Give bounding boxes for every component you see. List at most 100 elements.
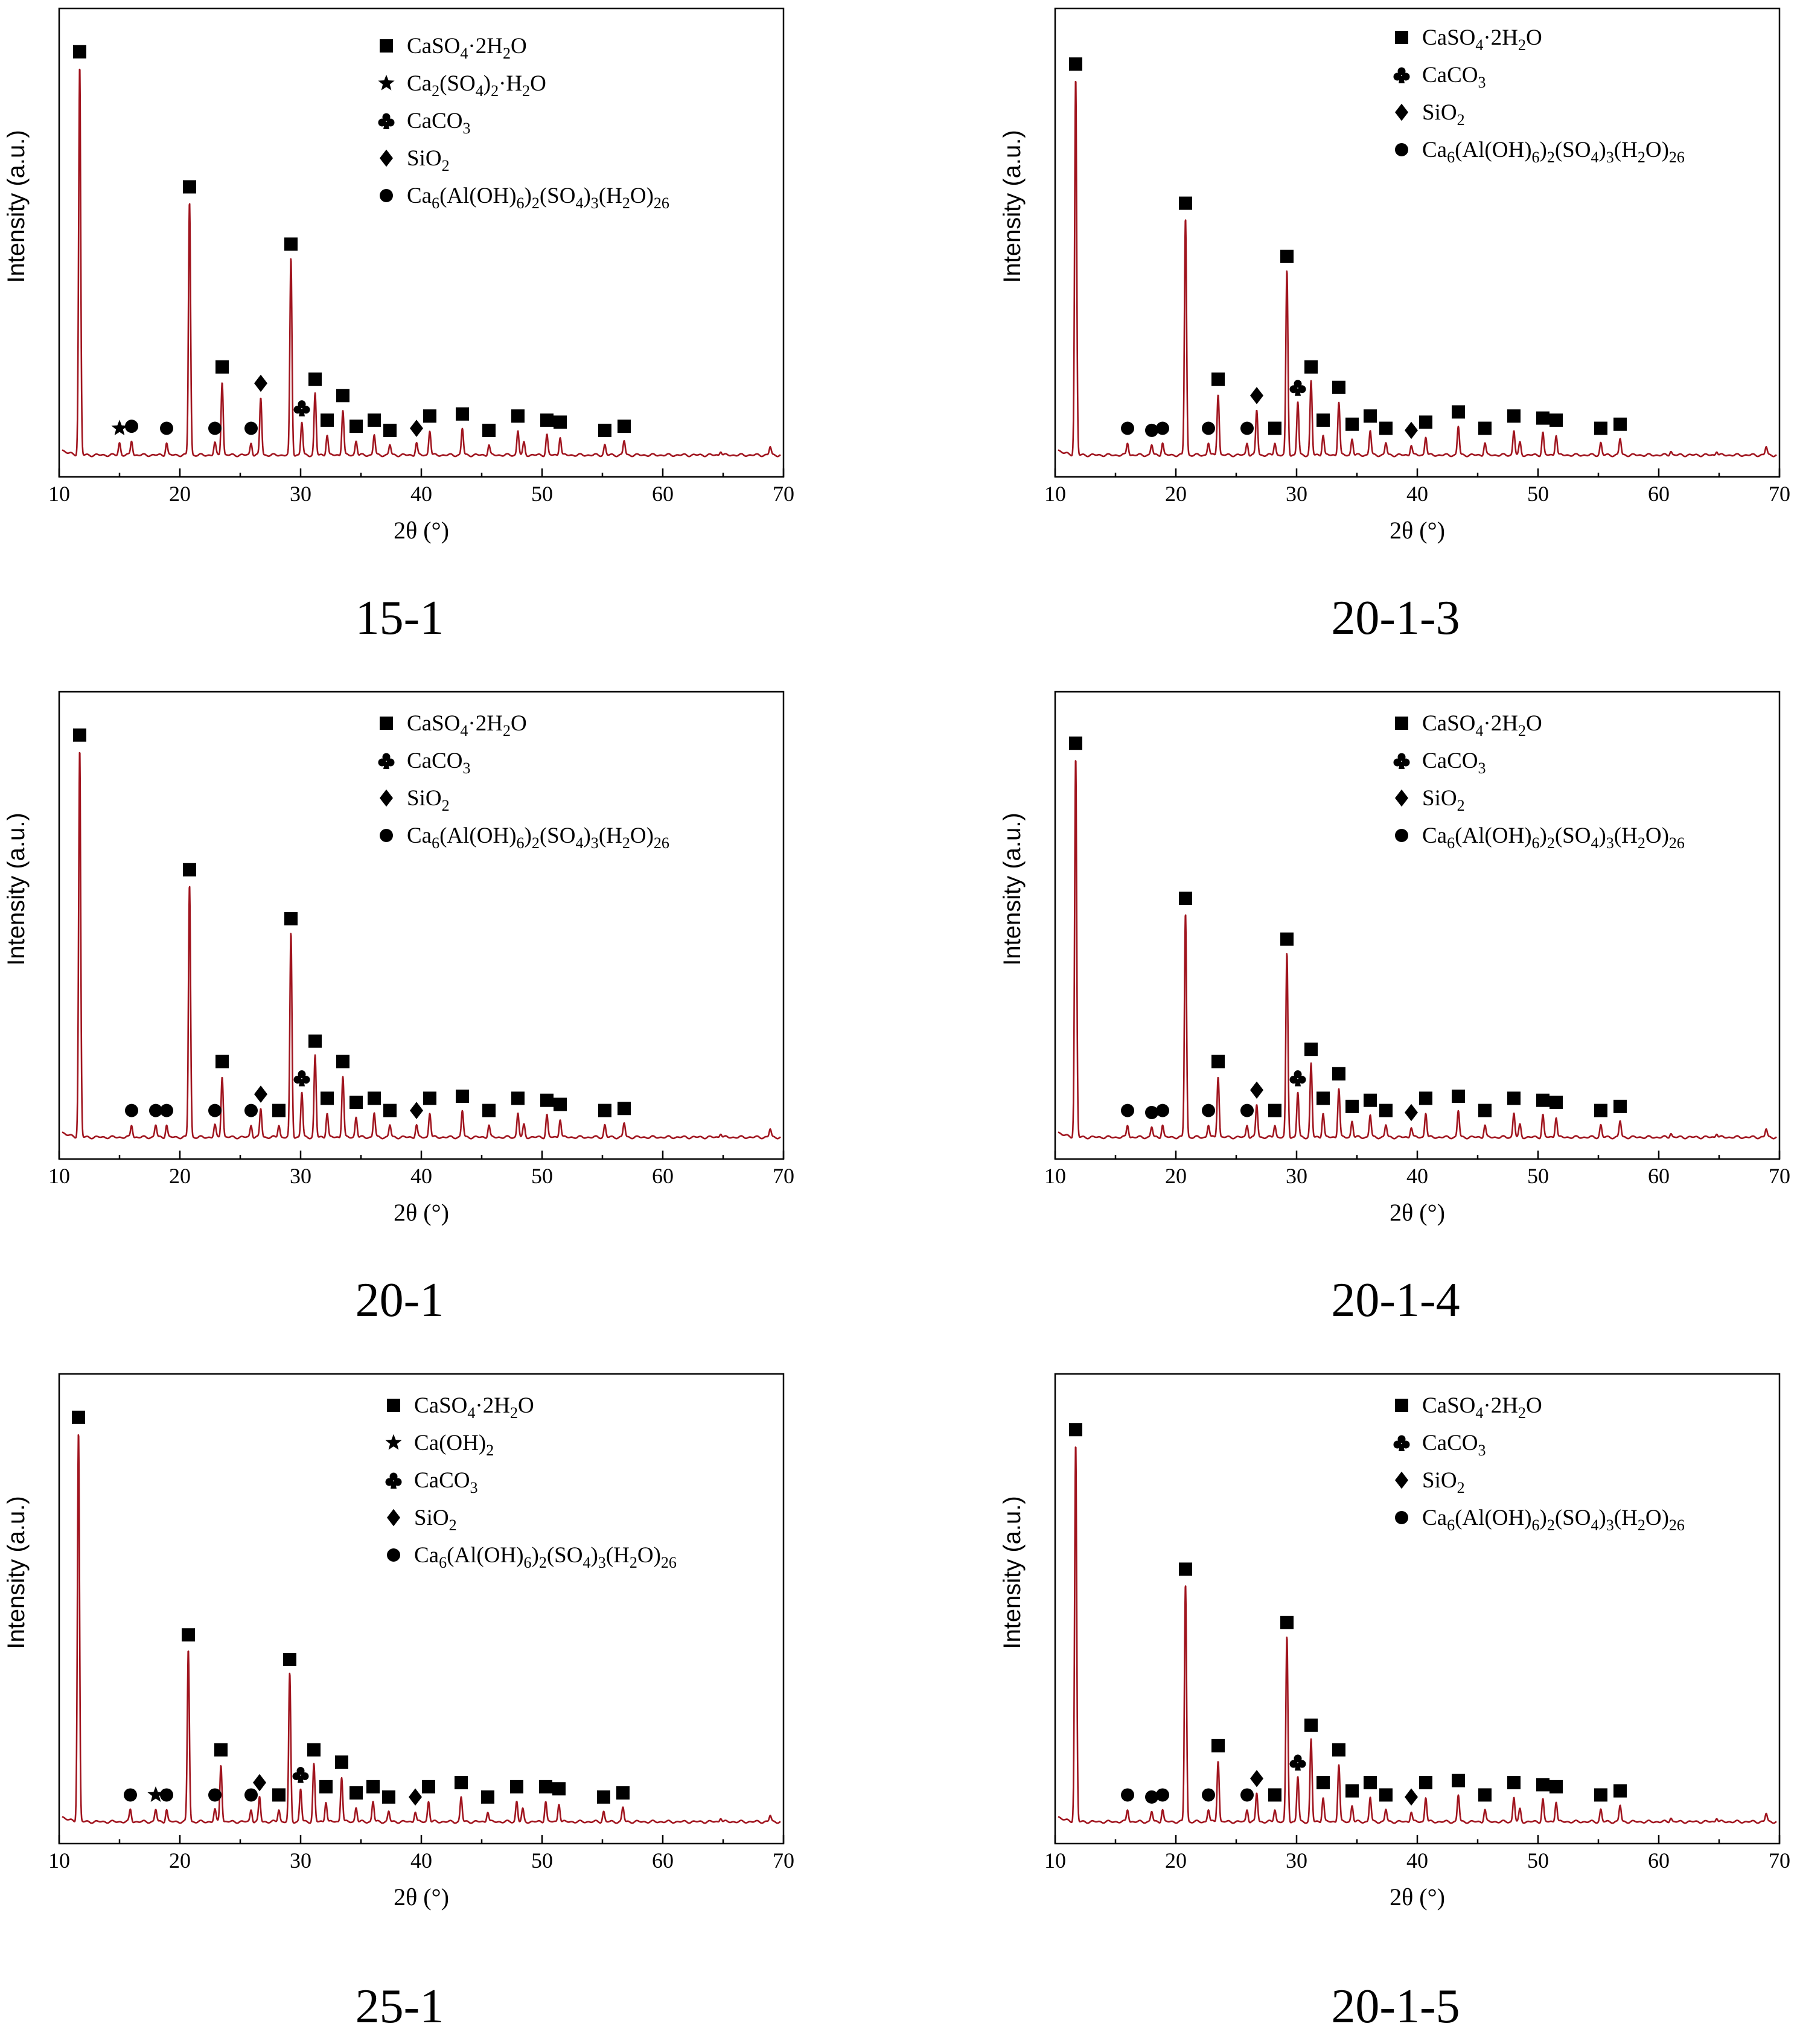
x-tick-label: 70 xyxy=(1769,1848,1790,1873)
peak-marker-circle xyxy=(1145,1790,1158,1804)
legend-marker-square xyxy=(1395,31,1408,44)
peak-marker-square xyxy=(349,420,363,433)
x-tick-label: 60 xyxy=(652,1164,674,1188)
peak-marker-circle xyxy=(244,1788,258,1802)
legend-marker-diamond xyxy=(387,1509,400,1527)
peak-marker-square xyxy=(73,45,86,59)
peak-marker-square xyxy=(1179,1562,1192,1576)
x-tick-label: 70 xyxy=(773,1848,794,1873)
x-tick-label: 70 xyxy=(773,482,794,506)
peak-marker-square xyxy=(1280,1615,1294,1629)
legend-label: CaCO3 xyxy=(407,749,471,777)
x-tick-label: 60 xyxy=(652,482,674,506)
legend-label: CaSO4·2H2O xyxy=(1422,1393,1542,1422)
peak-marker-square xyxy=(1069,736,1082,750)
legend: CaSO4·2H2O CaCO3 SiO2 Ca6(Al(OH)6)2(SO4)3(H… xyxy=(1393,1393,1685,1534)
peak-marker-square xyxy=(215,1055,229,1068)
peak-marker-square xyxy=(1613,1784,1627,1798)
x-tick-label: 50 xyxy=(531,1848,553,1873)
peak-marker-square xyxy=(554,415,567,429)
peak-marker-circle xyxy=(1121,1103,1134,1117)
legend-label: Ca2(SO4)2·H2O xyxy=(407,71,546,100)
peak-marker-square xyxy=(540,1093,554,1107)
y-axis-title: Intensity (a.u.) xyxy=(999,1496,1026,1649)
y-axis-title: Intensity (a.u.) xyxy=(999,813,1026,965)
legend-marker-diamond xyxy=(380,149,393,167)
legend-marker-club xyxy=(1393,753,1410,769)
peak-marker-square xyxy=(1316,413,1330,427)
legend-label: Ca6(Al(OH)6)2(SO4)3(H2O)26 xyxy=(1422,138,1685,166)
plot-frame xyxy=(1054,691,1781,1160)
peak-marker-square xyxy=(1507,1091,1521,1105)
legend: CaSO4·2H2O CaCO3 SiO2 Ca6(Al(OH)6)2(SO4)3(H… xyxy=(378,711,669,852)
peak-marker-square xyxy=(1536,1778,1549,1792)
legend-label: CaCO3 xyxy=(1422,1431,1486,1459)
peak-marker-square xyxy=(482,423,496,437)
legend-marker-circle xyxy=(387,1548,400,1562)
panel-title: 20-1-3 xyxy=(1331,592,1460,645)
legend-marker-square xyxy=(380,717,393,730)
legend-label: SiO2 xyxy=(1422,100,1465,129)
legend-label: SiO2 xyxy=(1422,1468,1465,1496)
legend-marker-diamond xyxy=(1395,789,1408,807)
peak-marker-square xyxy=(1332,380,1345,394)
x-tick-label: 30 xyxy=(1286,482,1307,506)
peak-marker-square xyxy=(1364,1093,1377,1107)
peak-marker-square xyxy=(422,1780,435,1793)
legend-marker-club xyxy=(1393,1435,1410,1451)
legend-marker-circle xyxy=(380,829,393,842)
peak-marker-square xyxy=(598,423,611,437)
xrd-panel-20-1-5: 10 20 30 40 50 60 70 2θ (°) Intensity (a.u.) 20-1… xyxy=(999,1373,1790,2033)
peak-marker-circle xyxy=(160,1103,173,1117)
y-axis-title: Intensity (a.u.) xyxy=(3,130,30,283)
peak-marker-square xyxy=(321,1091,334,1105)
peak-marker-circle xyxy=(1156,1788,1169,1802)
peak-marker-circle xyxy=(1240,1103,1254,1117)
x-axis-title: 2θ (°) xyxy=(1390,1883,1445,1911)
peak-marker-circle xyxy=(124,1788,137,1802)
peak-marker-diamond xyxy=(410,420,423,437)
peak-marker-square xyxy=(349,1096,363,1110)
x-tick-label: 50 xyxy=(531,1164,553,1188)
peak-marker-square xyxy=(423,409,436,423)
legend-marker-star xyxy=(385,1434,402,1450)
peak-marker-square xyxy=(183,180,196,194)
x-tick-label: 40 xyxy=(410,1848,432,1873)
peak-marker-square xyxy=(1304,1043,1318,1056)
peak-marker-square xyxy=(283,1653,296,1667)
legend: CaSO4·2H2O Ca2(SO4)2·H2O CaCO3 SiO2 Ca6(Al(O… xyxy=(378,34,669,212)
peak-marker-square xyxy=(1419,1776,1432,1790)
peak-marker-diamond xyxy=(254,374,267,392)
peak-marker-square xyxy=(383,423,397,437)
legend-marker-circle xyxy=(380,189,393,202)
peak-marker-square xyxy=(214,1743,228,1757)
peak-marker-square xyxy=(1507,409,1521,423)
peak-marker-square xyxy=(368,413,381,427)
peak-marker-diamond xyxy=(1250,386,1263,404)
peak-marker-square xyxy=(1069,1423,1082,1437)
y-axis-title: Intensity (a.u.) xyxy=(3,813,30,965)
x-tick-label: 40 xyxy=(1406,1164,1428,1188)
x-tick-label: 70 xyxy=(1769,1164,1790,1188)
peak-marker-circle xyxy=(1121,1788,1134,1802)
peak-marker-square xyxy=(1549,1096,1563,1110)
panel-title: 15-1 xyxy=(356,592,444,645)
peak-marker-diamond xyxy=(409,1788,422,1806)
x-tick-label: 10 xyxy=(1044,1164,1066,1188)
peak-marker-square xyxy=(284,912,298,925)
peak-marker-square xyxy=(597,1790,610,1804)
peak-marker-square xyxy=(272,1103,286,1117)
peak-marker-club xyxy=(1289,1754,1306,1771)
panel-title: 20-1 xyxy=(356,1274,444,1327)
x-tick-label: 20 xyxy=(169,1164,191,1188)
x-tick-label: 40 xyxy=(1406,1848,1428,1873)
panel-title: 20-1-4 xyxy=(1331,1274,1460,1327)
legend-label: Ca6(Al(OH)6)2(SO4)3(H2O)26 xyxy=(414,1543,677,1571)
x-tick-label: 30 xyxy=(290,1164,311,1188)
peak-marker-square xyxy=(1419,415,1432,429)
xrd-panel-25-1: 10 20 30 40 50 60 70 2θ (°) Intensity (a.u.) 25-1… xyxy=(3,1373,794,2033)
peak-marker-diamond xyxy=(410,1102,423,1119)
y-axis-title: Intensity (a.u.) xyxy=(3,1496,30,1649)
xrd-trace xyxy=(62,1434,781,1824)
peak-marker-club xyxy=(293,400,310,417)
